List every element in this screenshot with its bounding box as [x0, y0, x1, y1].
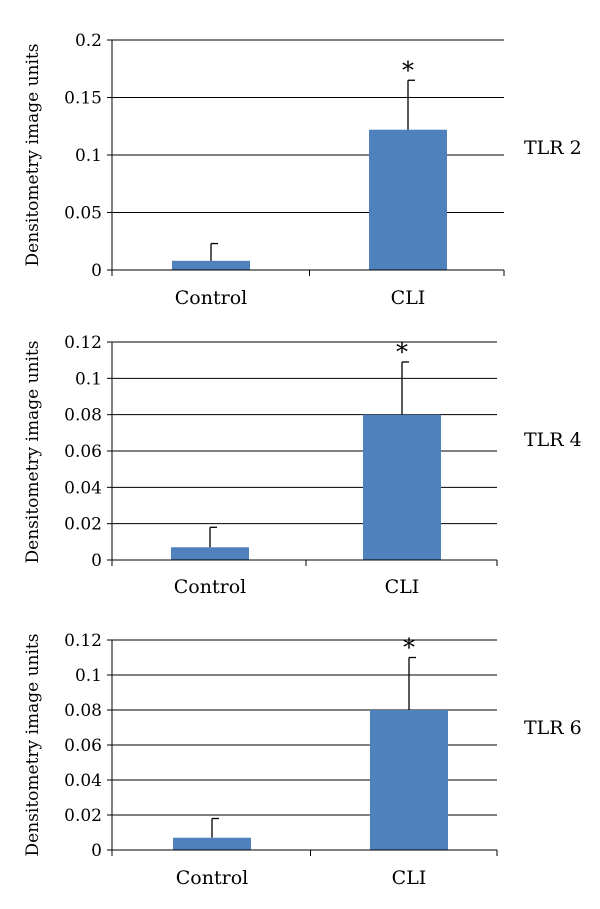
- x-category-label: Control: [176, 867, 248, 889]
- y-axis-title: Densitometry image units: [23, 341, 43, 564]
- chart-panel-2: 0 0.02 0.04 0.06 0.08 0.1 0.12 Control * CLI Densi…: [23, 333, 582, 598]
- x-category-label: Control: [175, 287, 247, 309]
- bar-cli: [370, 710, 448, 850]
- y-tick-label: 0.2: [75, 31, 102, 51]
- y-tick-label: 0.1: [75, 369, 102, 389]
- y-tick-label: 0.05: [64, 204, 102, 224]
- panel-label: TLR 2: [524, 137, 582, 159]
- y-tick-label: 0.04: [64, 478, 102, 498]
- y-tick-label: 0.04: [64, 771, 102, 791]
- significance-star: *: [403, 634, 415, 662]
- panel-label: TLR 4: [524, 429, 582, 451]
- y-tick-label: 0.12: [64, 631, 102, 651]
- y-tick-label: 0.12: [64, 333, 102, 353]
- y-axis-title: Densitometry image units: [23, 44, 43, 267]
- x-category-label: Control: [174, 576, 246, 598]
- y-tick-label: 0: [91, 261, 102, 281]
- y-tick-label: 0.08: [64, 701, 102, 721]
- y-tick-label: 0.08: [64, 406, 102, 426]
- bar-control: [171, 547, 249, 560]
- significance-star: *: [402, 56, 414, 84]
- panel-label: TLR 6: [524, 717, 582, 739]
- x-category-label: CLI: [391, 287, 426, 309]
- bar-cli: [369, 129, 447, 270]
- y-tick-label: 0: [91, 551, 102, 571]
- y-tick-label: 0.15: [64, 89, 102, 109]
- x-category-label: CLI: [385, 576, 420, 598]
- y-tick-label: 0.02: [64, 515, 102, 535]
- y-tick-label: 0.06: [64, 442, 102, 462]
- y-tick-label: 0: [91, 841, 102, 861]
- chart-panel-1: 0 0.05 0.1 0.15 0.2 Control * CLI Densitometry i…: [23, 31, 582, 309]
- y-tick-label: 0.1: [75, 666, 102, 686]
- bar-control: [172, 260, 250, 270]
- x-category-label: CLI: [392, 867, 427, 889]
- y-tick-label: 0.06: [64, 736, 102, 756]
- significance-star: *: [396, 338, 408, 366]
- y-axis-title: Densitometry image units: [23, 634, 43, 857]
- chart-panel-3: 0 0.02 0.04 0.06 0.08 0.1 0.12 Control * CLI Densi…: [23, 631, 582, 889]
- y-tick-label: 0.02: [64, 806, 102, 826]
- y-tick-label: 0.1: [75, 146, 102, 166]
- bar-cli: [363, 414, 441, 560]
- bar-control: [173, 837, 251, 850]
